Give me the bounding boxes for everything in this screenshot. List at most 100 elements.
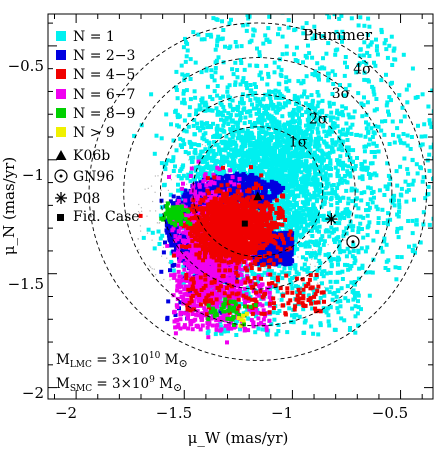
speckle-point — [163, 279, 164, 280]
series-n1-point — [286, 195, 290, 199]
series-n1-point — [259, 146, 263, 150]
series-n1-point — [179, 143, 183, 147]
series-n1-point — [322, 214, 326, 218]
series-n1-point — [177, 125, 181, 129]
series-n1-point — [330, 191, 334, 195]
series-n1-point — [284, 190, 288, 194]
series-n1-point — [287, 100, 291, 104]
series-n1-point — [344, 106, 348, 110]
series-n1-point — [270, 156, 274, 160]
series-n1-point — [405, 100, 409, 104]
series-n1-point — [255, 112, 259, 116]
series-n1-point — [304, 160, 308, 164]
series-n1-point — [188, 113, 192, 117]
series-n1-point — [327, 155, 331, 159]
series-n1-point — [287, 7, 291, 11]
series-n1-point — [205, 162, 209, 166]
series-n1-point — [216, 160, 220, 164]
series-n1-point — [366, 202, 370, 206]
series-n1-point — [350, 166, 354, 170]
series-n1-point — [269, 120, 273, 124]
series-n1-point — [331, 292, 335, 296]
series-n1-point — [278, 152, 282, 156]
series-n1-point — [385, 243, 389, 247]
speckle-point — [155, 274, 156, 275]
series-n1-point — [357, 305, 361, 309]
series-n1-point — [228, 142, 232, 146]
series-n1-point — [390, 35, 394, 39]
series-n1-point — [362, 190, 366, 194]
series-n1-point — [199, 150, 203, 154]
speckle-point — [169, 292, 170, 293]
series-n1-point — [256, 0, 260, 4]
series-n1-point — [277, 323, 281, 327]
series-n1-point — [350, 132, 354, 136]
series-n1-point — [217, 55, 221, 59]
series-n1-point — [257, 50, 261, 54]
series-n1-point — [191, 30, 195, 34]
series-n1-point — [288, 173, 292, 177]
series-n1-point — [352, 249, 356, 253]
speckle-point — [328, 244, 329, 245]
series-n1-point — [366, 17, 370, 21]
series-n1-point — [394, 265, 398, 269]
series-n1-point — [291, 184, 295, 188]
series-n1-point — [407, 245, 411, 249]
series-n1-point — [300, 190, 304, 194]
series-n1-point — [335, 109, 339, 113]
series-n1-point — [258, 102, 262, 106]
series-n1-point — [242, 106, 246, 110]
series-n1-point — [327, 324, 331, 328]
series-n1-point — [340, 181, 344, 185]
series-n1-point — [385, 260, 389, 264]
series-n1-point — [223, 45, 227, 49]
series-n1-point — [295, 180, 299, 184]
series-n1-point — [346, 284, 350, 288]
speckle-point — [176, 175, 177, 176]
series-n1-point — [428, 169, 432, 173]
series-n1-point — [273, 117, 277, 121]
series-n1-point — [406, 144, 410, 148]
series-n1-point — [392, 57, 396, 61]
series-n1-point — [317, 6, 321, 10]
series-n1-point — [320, 281, 324, 285]
speckle-point — [154, 269, 155, 270]
speckle-point — [166, 258, 167, 259]
series-n1-point — [189, 97, 193, 101]
series-n1-point — [395, 184, 399, 188]
series-n1-point — [265, 172, 269, 176]
series-n1-point — [416, 124, 420, 128]
series-n1-point — [229, 113, 233, 117]
series-n1-point — [387, 95, 391, 99]
series-n1-point — [319, 296, 323, 300]
series-n1-point — [377, 150, 381, 154]
series-n1-point — [318, 165, 322, 169]
series-n1-point — [371, 142, 375, 146]
series-n1-point — [235, 113, 239, 117]
series-n1-point — [375, 48, 379, 52]
series-n1-point — [339, 304, 343, 308]
series-n1-point — [415, 162, 419, 166]
series-n1-point — [303, 321, 307, 325]
series-n1-point — [280, 166, 284, 170]
series-n1-point — [334, 280, 338, 284]
series-n1-point — [260, 136, 264, 140]
series-n1-point — [340, 286, 344, 290]
series-n1-point — [390, 81, 394, 85]
series-n1-point — [365, 245, 369, 249]
series-n1-point — [281, 105, 285, 109]
series-n1-point — [198, 103, 202, 107]
series-n1-point — [174, 70, 178, 74]
series-n1-point — [329, 285, 333, 289]
series-n1-point — [373, 155, 377, 159]
series-n1-point — [240, 111, 244, 115]
series-n1-point — [298, 315, 302, 319]
series-n1-point — [250, 103, 254, 107]
series-n1-point — [194, 109, 198, 113]
speckle-point — [170, 279, 171, 280]
series-n1-point — [233, 148, 237, 152]
series-n1-point — [347, 113, 351, 117]
series-n1-point — [397, 235, 401, 239]
series-n1-point — [189, 77, 193, 81]
series-n1-point — [336, 263, 340, 267]
